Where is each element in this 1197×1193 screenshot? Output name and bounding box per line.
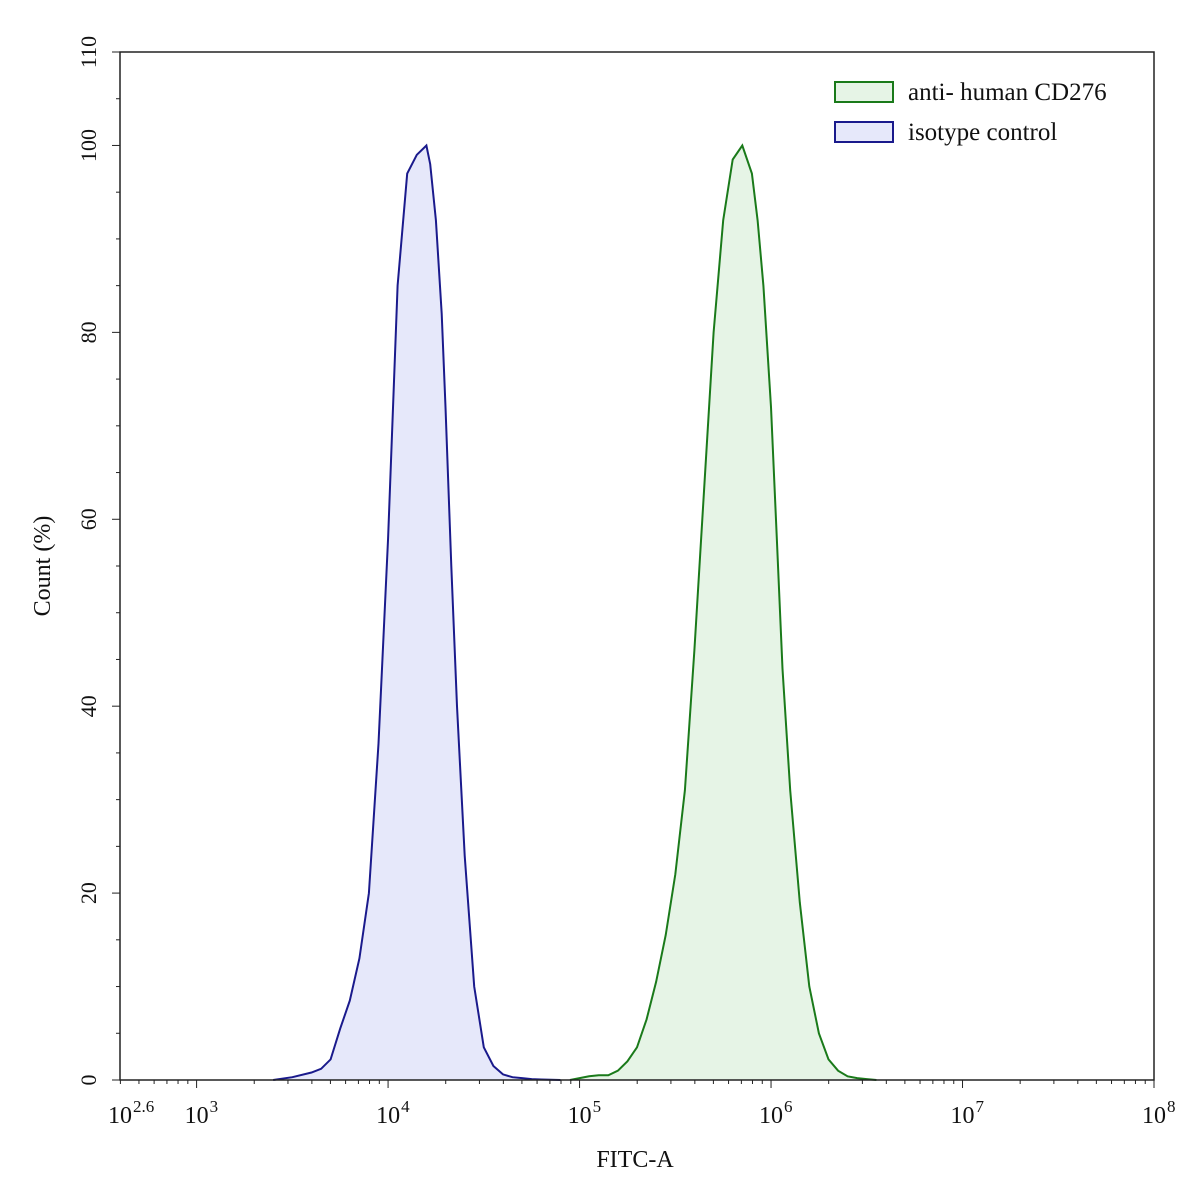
area-fill-isotype-control (273, 145, 561, 1080)
x-tick-label: 10 (1142, 1103, 1166, 1129)
x-tick-label: 10 (376, 1103, 400, 1129)
x-tick-exponent: 8 (1167, 1097, 1176, 1116)
series-line-isotype-control (273, 143, 561, 1081)
y-tick-label: 60 (76, 508, 101, 530)
x-tick-exponent: 4 (401, 1097, 410, 1116)
y-tick-label: 40 (76, 695, 101, 717)
legend-swatch-isotype-control (834, 121, 894, 143)
series-line-anti-human-cd276 (569, 143, 877, 1081)
y-tick-label: 80 (76, 321, 101, 343)
x-tick-label: 10 (108, 1103, 132, 1129)
x-tick-exponent: 3 (210, 1097, 219, 1116)
legend-label-isotype-control: isotype control (908, 119, 1057, 146)
legend-label-anti-human-cd276: anti- human CD276 (908, 79, 1107, 106)
y-tick-label: 20 (76, 882, 101, 904)
x-tick-label: 10 (185, 1103, 209, 1129)
plot-frame (119, 51, 1155, 1081)
x-tick-label: 10 (568, 1103, 592, 1129)
x-axis-title: FITC-A (596, 1147, 674, 1173)
legend-swatch-anti-human-cd276 (834, 81, 894, 103)
y-axis-title: Count (%) (30, 516, 56, 617)
x-tick-exponent: 5 (593, 1097, 602, 1116)
y-axis: 0 20 40 60 80 100 110 (76, 36, 120, 1086)
area-fill-anti-human-cd276 (570, 145, 877, 1080)
y-tick-label: 110 (76, 36, 101, 68)
series-layer (273, 143, 877, 1081)
x-tick-exponent: 7 (976, 1097, 985, 1116)
x-tick-exponent: 2.6 (133, 1097, 154, 1116)
legend: anti- human CD276 isotype control (834, 79, 1107, 146)
y-tick-label: 100 (76, 129, 101, 162)
y-tick-label: 0 (76, 1075, 101, 1086)
x-axis: 10 2.6 10 3 10 4 10 5 10 6 10 7 10 8 (108, 1080, 1176, 1129)
x-tick-label: 10 (759, 1103, 783, 1129)
x-tick-exponent: 6 (784, 1097, 793, 1116)
x-tick-label: 10 (951, 1103, 975, 1129)
